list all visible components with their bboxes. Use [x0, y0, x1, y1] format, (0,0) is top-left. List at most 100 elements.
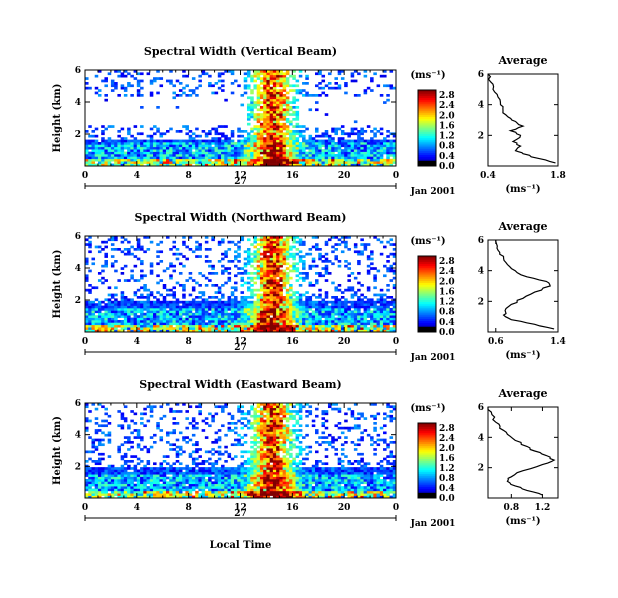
- average-title: Average: [497, 54, 547, 67]
- heatmap-cell: [259, 308, 264, 311]
- colorbar-step: [418, 320, 436, 323]
- heatmap-cell: [114, 490, 118, 494]
- heatmap-cell: [94, 144, 99, 148]
- heatmap-cell: [240, 276, 245, 280]
- heatmap-cell: [156, 142, 160, 145]
- heatmap-cell: [331, 139, 335, 143]
- heatmap-cell: [246, 303, 251, 306]
- heatmap-cell: [357, 260, 361, 263]
- heatmap-cell: [357, 156, 361, 160]
- heatmap-cell: [153, 441, 157, 444]
- heatmap-cell: [221, 324, 225, 328]
- heatmap-cell: [295, 89, 300, 92]
- heatmap-cell: [217, 405, 222, 409]
- heatmap-cell: [227, 149, 232, 152]
- heatmap-cell: [130, 308, 134, 311]
- heatmap-cell: [136, 308, 141, 311]
- heatmap-cell: [208, 322, 212, 326]
- heatmap-cell: [292, 98, 296, 102]
- heatmap-cell: [91, 317, 96, 321]
- heatmap-cell: [276, 72, 280, 76]
- heatmap-cell: [266, 264, 270, 268]
- heatmap-cell: [204, 276, 209, 280]
- heatmap-cell: [169, 495, 173, 499]
- heatmap-cell: [259, 132, 264, 136]
- heatmap-cell: [149, 312, 154, 316]
- heatmap-cell: [240, 139, 245, 143]
- heatmap-cell: [240, 163, 245, 167]
- heatmap-cell: [272, 298, 277, 302]
- heatmap-cell: [104, 144, 108, 148]
- heatmap-cell: [246, 248, 251, 251]
- heatmap-cell: [94, 149, 99, 152]
- heatmap-cell: [282, 245, 287, 249]
- heatmap-cell: [172, 91, 177, 95]
- heatmap-cell: [344, 317, 348, 321]
- heatmap-cell: [311, 245, 316, 249]
- heatmap-cell: [334, 322, 338, 326]
- heatmap-cell: [178, 490, 183, 494]
- heatmap-cell: [370, 161, 374, 164]
- heatmap-cell: [120, 127, 125, 131]
- heatmap-cell: [211, 315, 215, 318]
- heatmap-cell: [133, 429, 138, 432]
- heatmap-cell: [214, 322, 219, 326]
- heatmap-cell: [110, 243, 115, 246]
- heatmap-cell: [295, 269, 300, 273]
- heatmap-cell: [94, 163, 99, 167]
- heatmap-cell: [208, 457, 212, 461]
- heatmap-cell: [331, 317, 335, 321]
- heatmap-cell: [101, 457, 105, 461]
- heatmap-cell: [289, 158, 293, 162]
- colorbar-tick-label: 0.4: [439, 152, 455, 162]
- heatmap-cell: [162, 495, 167, 499]
- heatmap-cell: [234, 243, 238, 246]
- heatmap-cell: [311, 327, 316, 330]
- heatmap-cell: [127, 154, 131, 157]
- heatmap-cell: [162, 161, 167, 164]
- heatmap-cell: [208, 476, 212, 480]
- heatmap-cell: [285, 142, 290, 145]
- heatmap-cell: [162, 476, 167, 480]
- heatmap-cell: [298, 322, 303, 326]
- heatmap-cell: [279, 137, 283, 140]
- heatmap-cell: [302, 315, 306, 318]
- heatmap-cell: [253, 293, 257, 297]
- heatmap-cell: [123, 452, 128, 456]
- colorbar-tick-label: 0.0: [439, 328, 455, 338]
- heatmap-cell: [298, 310, 303, 314]
- heatmap-cell: [282, 79, 287, 83]
- heatmap-cell: [178, 158, 183, 162]
- heatmap-cell: [311, 320, 316, 323]
- heatmap-cell: [246, 115, 251, 119]
- heatmap-cell: [295, 139, 300, 143]
- heatmap-cell: [246, 151, 251, 155]
- heatmap-cell: [285, 274, 290, 278]
- heatmap-cell: [347, 146, 351, 150]
- heatmap-cell: [204, 490, 209, 494]
- heatmap-cell: [360, 293, 364, 297]
- heatmap-cell: [305, 74, 309, 78]
- heatmap-cell: [305, 329, 309, 333]
- heatmap-cell: [175, 149, 180, 152]
- heatmap-cell: [269, 296, 274, 299]
- heatmap-cell: [389, 149, 394, 152]
- heatmap-cell: [182, 139, 186, 143]
- heatmap-cell: [156, 262, 160, 266]
- heatmap-cell: [214, 481, 219, 485]
- heatmap-cell: [198, 462, 202, 466]
- heatmap-cell: [282, 74, 287, 78]
- heatmap-cell: [253, 70, 257, 73]
- heatmap-cell: [334, 296, 338, 299]
- heatmap-cell: [143, 483, 147, 487]
- heatmap-cell: [204, 151, 209, 155]
- heatmap-cell: [237, 260, 241, 263]
- heatmap-cell: [94, 310, 99, 314]
- heatmap-cell: [324, 305, 329, 309]
- heatmap-cell: [357, 158, 361, 162]
- heatmap-cell: [295, 142, 300, 145]
- heatmap-cell: [340, 291, 345, 294]
- heatmap-cell: [214, 471, 219, 475]
- heatmap-cell: [370, 322, 374, 326]
